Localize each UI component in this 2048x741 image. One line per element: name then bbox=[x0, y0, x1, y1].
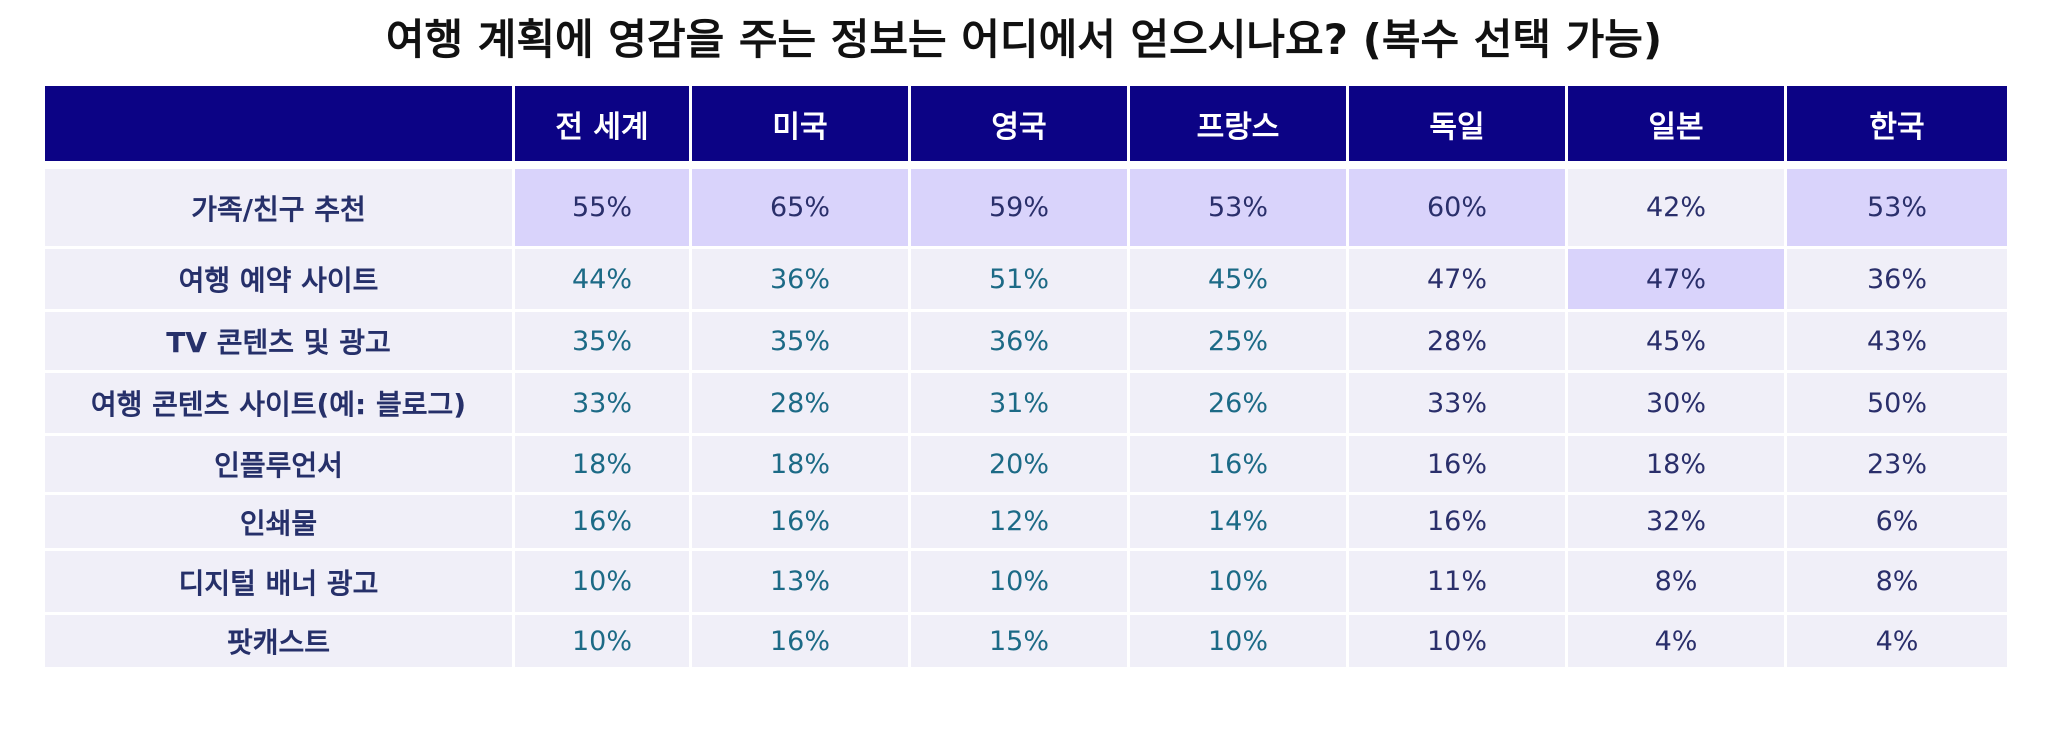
chart-title: 여행 계획에 영감을 주는 정보는 어디에서 얻으시나요? (복수 선택 가능) bbox=[385, 15, 1663, 64]
table-cell: 42% bbox=[1568, 169, 1787, 249]
table-cell: 16% bbox=[1349, 436, 1568, 495]
table-cell: 13% bbox=[692, 551, 911, 615]
table-cell: 6% bbox=[1787, 495, 2007, 551]
table-cell: 35% bbox=[692, 312, 911, 373]
table-cell: 16% bbox=[1349, 495, 1568, 551]
table-cell: 20% bbox=[911, 436, 1130, 495]
row-label: 인플루언서 bbox=[45, 436, 515, 495]
header-cell-korea: 한국 bbox=[1787, 86, 2007, 169]
header-cell-corner bbox=[45, 86, 515, 169]
table-cell: 12% bbox=[911, 495, 1130, 551]
table-cell: 33% bbox=[1349, 373, 1568, 436]
table-cell: 26% bbox=[1130, 373, 1349, 436]
table-cell: 16% bbox=[1130, 436, 1349, 495]
table-cell: 36% bbox=[911, 312, 1130, 373]
table-cell: 11% bbox=[1349, 551, 1568, 615]
row-label: 팟캐스트 bbox=[45, 615, 515, 670]
table-cell: 10% bbox=[515, 615, 692, 670]
table-cell: 10% bbox=[1349, 615, 1568, 670]
table-cell: 28% bbox=[692, 373, 911, 436]
table-cell: 16% bbox=[692, 495, 911, 551]
row-label: 여행 예약 사이트 bbox=[45, 249, 515, 312]
data-table: 전 세계 미국 영국 프랑스 독일 일본 한국 가족/친구 추천 55% 65% 59… bbox=[45, 86, 2007, 670]
table-cell: 18% bbox=[515, 436, 692, 495]
table-cell: 59% bbox=[911, 169, 1130, 249]
table-cell: 25% bbox=[1130, 312, 1349, 373]
table-cell: 18% bbox=[1568, 436, 1787, 495]
table-cell: 31% bbox=[911, 373, 1130, 436]
table-cell: 65% bbox=[692, 169, 911, 249]
table-cell: 45% bbox=[1130, 249, 1349, 312]
table-cell: 10% bbox=[515, 551, 692, 615]
row-label: 여행 콘텐츠 사이트(예: 블로그) bbox=[45, 373, 515, 436]
table-cell: 10% bbox=[911, 551, 1130, 615]
table-cell: 43% bbox=[1787, 312, 2007, 373]
row-label: 인쇄물 bbox=[45, 495, 515, 551]
table-cell: 30% bbox=[1568, 373, 1787, 436]
table-cell: 23% bbox=[1787, 436, 2007, 495]
header-cell-usa: 미국 bbox=[692, 86, 911, 169]
table-cell: 14% bbox=[1130, 495, 1349, 551]
header-cell-global: 전 세계 bbox=[515, 86, 692, 169]
table-cell: 36% bbox=[1787, 249, 2007, 312]
table-cell: 44% bbox=[515, 249, 692, 312]
header-cell-uk: 영국 bbox=[911, 86, 1130, 169]
table-cell: 28% bbox=[1349, 312, 1568, 373]
row-label: 디지털 배너 광고 bbox=[45, 551, 515, 615]
table-cell: 47% bbox=[1349, 249, 1568, 312]
row-label: TV 콘텐츠 및 광고 bbox=[45, 312, 515, 373]
table-cell: 53% bbox=[1787, 169, 2007, 249]
header-cell-germany: 독일 bbox=[1349, 86, 1568, 169]
table-cell: 10% bbox=[1130, 615, 1349, 670]
table-cell: 10% bbox=[1130, 551, 1349, 615]
table-cell: 33% bbox=[515, 373, 692, 436]
table-cell: 18% bbox=[692, 436, 911, 495]
table-cell: 53% bbox=[1130, 169, 1349, 249]
table-cell: 36% bbox=[692, 249, 911, 312]
table-cell: 4% bbox=[1787, 615, 2007, 670]
table-cell: 60% bbox=[1349, 169, 1568, 249]
table-cell: 8% bbox=[1787, 551, 2007, 615]
table-cell: 47% bbox=[1568, 249, 1787, 312]
header-cell-japan: 일본 bbox=[1568, 86, 1787, 169]
table-cell: 55% bbox=[515, 169, 692, 249]
table-cell: 16% bbox=[515, 495, 692, 551]
row-label: 가족/친구 추천 bbox=[45, 169, 515, 249]
table-cell: 8% bbox=[1568, 551, 1787, 615]
table-cell: 4% bbox=[1568, 615, 1787, 670]
table-cell: 15% bbox=[911, 615, 1130, 670]
table-cell: 16% bbox=[692, 615, 911, 670]
header-cell-france: 프랑스 bbox=[1130, 86, 1349, 169]
table-cell: 50% bbox=[1787, 373, 2007, 436]
table-cell: 51% bbox=[911, 249, 1130, 312]
table-cell: 32% bbox=[1568, 495, 1787, 551]
table-cell: 35% bbox=[515, 312, 692, 373]
table-cell: 45% bbox=[1568, 312, 1787, 373]
